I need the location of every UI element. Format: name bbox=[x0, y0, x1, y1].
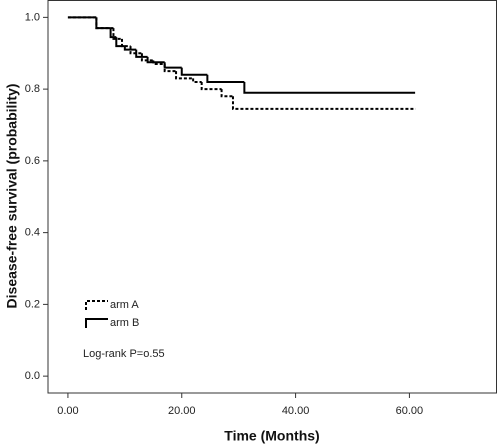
survival-step bbox=[135, 49, 148, 58]
survival-step bbox=[200, 81, 222, 91]
survival-step bbox=[180, 67, 208, 76]
survival-step bbox=[109, 28, 117, 39]
x-axis-title: Time (Months) bbox=[224, 428, 319, 444]
x-tick-label: 60.00 bbox=[396, 405, 424, 417]
survival-step bbox=[129, 46, 142, 55]
x-tick-label: 40.00 bbox=[282, 405, 310, 417]
y-axis-title: Disease-free survival (probability) bbox=[4, 84, 20, 309]
x-tick-label: 0.00 bbox=[57, 405, 78, 417]
x-tick-label: 20.00 bbox=[168, 405, 196, 417]
survival-step bbox=[206, 74, 245, 83]
survival-step bbox=[192, 78, 202, 83]
survival-step bbox=[95, 17, 114, 30]
plot-frame bbox=[47, 0, 497, 394]
survival-step bbox=[120, 38, 131, 48]
survival-step bbox=[243, 81, 416, 94]
legend-label: arm A bbox=[110, 299, 139, 311]
survival-step bbox=[231, 96, 416, 110]
survival-step bbox=[115, 37, 125, 48]
y-tick-label: 0.0 bbox=[25, 370, 40, 382]
survival-step bbox=[220, 89, 233, 98]
survival-step bbox=[146, 56, 165, 64]
survival-step bbox=[112, 28, 122, 40]
survival-step bbox=[175, 71, 194, 80]
legend-swatch bbox=[85, 318, 108, 328]
legend-swatch bbox=[85, 300, 108, 310]
y-tick-label: 0.8 bbox=[25, 83, 40, 95]
y-tick-label: 1.0 bbox=[25, 11, 40, 23]
survival-step bbox=[95, 17, 111, 30]
survival-step bbox=[163, 62, 182, 69]
survival-step bbox=[140, 53, 154, 62]
survival-step bbox=[123, 46, 137, 51]
legend-label: arm B bbox=[110, 317, 139, 329]
y-tick-label: 0.6 bbox=[25, 155, 40, 167]
y-tick-label: 0.4 bbox=[25, 227, 40, 239]
y-tick-label: 0.2 bbox=[25, 298, 40, 310]
annotation: Log-rank P=o.55 bbox=[83, 348, 165, 360]
